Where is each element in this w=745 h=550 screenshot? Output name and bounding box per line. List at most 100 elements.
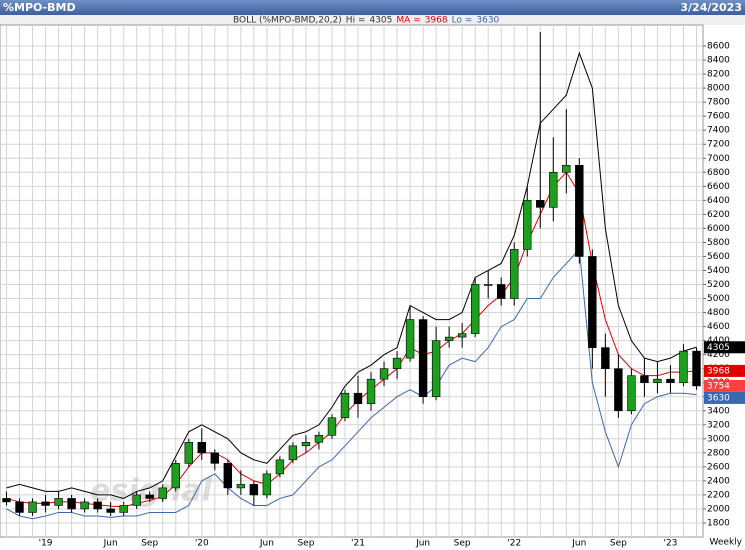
y-tick-label: 8600 (707, 42, 730, 52)
candle-body (184, 442, 193, 464)
y-tick-label: 4400 (707, 336, 730, 346)
x-tick-label: '19 (39, 539, 53, 549)
candle-body (640, 375, 649, 383)
candle-body (2, 498, 11, 503)
y-tick-label: 4200 (707, 350, 730, 360)
candle-body (262, 473, 272, 496)
candle-body (549, 171, 558, 208)
candle-body (692, 350, 701, 387)
candle-body (223, 463, 233, 489)
y-tick-label: 5000 (707, 294, 730, 304)
y-tick-label: 7000 (707, 154, 730, 164)
legend: BOLL (%MPO-BMD,20,2) Hi = 4305 MA = 3968 Lo =… (233, 16, 500, 26)
x-tick-label: '20 (195, 539, 209, 549)
x-tick-label: Jun (415, 539, 430, 549)
x-axis-label: Weekly (710, 538, 743, 548)
y-tick-label: 8200 (707, 70, 730, 80)
legend-text: MA = (396, 16, 420, 26)
value-box (704, 341, 745, 354)
candle-body (679, 350, 688, 383)
candle-body (54, 498, 63, 506)
band-line (6, 51, 697, 499)
x-tick-label: Sep (141, 539, 158, 549)
value-box-label: 3630 (707, 393, 730, 403)
candle-body (106, 508, 115, 513)
candle-body (171, 463, 180, 489)
date: 3/24/2023 (680, 1, 742, 14)
y-tick-label: 2000 (707, 504, 730, 514)
y-tick-label: 6200 (707, 210, 730, 220)
legend-text: Hi = (346, 16, 366, 26)
candle-body (444, 336, 454, 341)
candle-body (340, 392, 350, 419)
y-tick-label: 1800 (707, 518, 730, 528)
candle-body (353, 392, 363, 405)
x-tick-label: Jun (571, 539, 586, 549)
y-tick-label: 7400 (707, 126, 730, 136)
candle-body (418, 319, 428, 398)
candle-body (536, 200, 545, 208)
value-box (704, 379, 745, 392)
y-tick-label: 6600 (707, 182, 730, 192)
x-tick-label: Sep (297, 539, 314, 549)
y-tick-label: 5800 (707, 238, 730, 248)
y-tick-label: 7600 (707, 112, 730, 122)
legend-text: 3630 (476, 16, 499, 26)
candle-body (158, 487, 167, 499)
x-tick-label: Jun (103, 539, 118, 549)
candle-body (614, 368, 623, 412)
candle-body (41, 501, 50, 506)
candle-body (601, 347, 610, 369)
candle-body (562, 164, 571, 173)
y-tick-label: 6800 (707, 168, 730, 178)
y-tick-label: 8400 (707, 56, 730, 66)
y-tick-label: 3000 (707, 434, 730, 444)
candle-body (93, 501, 102, 510)
candle-body (15, 501, 24, 513)
candle-body (431, 340, 441, 398)
candle-body (392, 357, 402, 369)
y-tick-label: 5200 (707, 280, 730, 290)
y-tick-label: 3400 (707, 406, 730, 416)
candle-body (28, 501, 37, 513)
y-tick-label: 3200 (707, 420, 730, 430)
candle-body (132, 494, 141, 506)
candle-body (379, 368, 389, 380)
candle-body (653, 378, 662, 383)
header-bar (0, 0, 745, 15)
y-tick-label: 2400 (707, 476, 730, 486)
candle-body (405, 319, 415, 359)
x-tick-label: Sep (610, 539, 627, 549)
value-box-label: 3968 (707, 366, 730, 376)
candle-body (249, 484, 259, 496)
y-tick-label: 4600 (707, 322, 730, 332)
x-tick-label: Jun (259, 539, 274, 549)
legend-bar (0, 15, 745, 25)
candle-body (366, 378, 376, 405)
legend-text: BOLL (%MPO-BMD,20,2) (233, 16, 342, 26)
legend-text: 3968 (425, 16, 448, 26)
candle-body (275, 459, 285, 475)
candle-body (470, 284, 480, 334)
candle-body (327, 417, 337, 436)
legend-text: 4305 (369, 16, 392, 26)
candle-body (197, 442, 206, 454)
candle-body (483, 284, 493, 286)
y-tick-label: 2200 (707, 490, 730, 500)
candle-body (666, 378, 675, 383)
candle-body (497, 284, 506, 299)
candle-body (314, 435, 324, 443)
band-line (6, 248, 697, 520)
y-tick-label: 7800 (707, 98, 730, 108)
value-box (704, 391, 745, 404)
candle-body (67, 498, 76, 510)
candle-body (119, 505, 128, 513)
plot-frame (0, 24, 704, 538)
candle-body (575, 164, 584, 257)
legend-text: Lo = (452, 16, 473, 26)
x-tick-label: '21 (351, 539, 365, 549)
y-tick-label: 2600 (707, 462, 730, 472)
candle-body (145, 494, 154, 499)
y-tick-label: 2800 (707, 448, 730, 458)
